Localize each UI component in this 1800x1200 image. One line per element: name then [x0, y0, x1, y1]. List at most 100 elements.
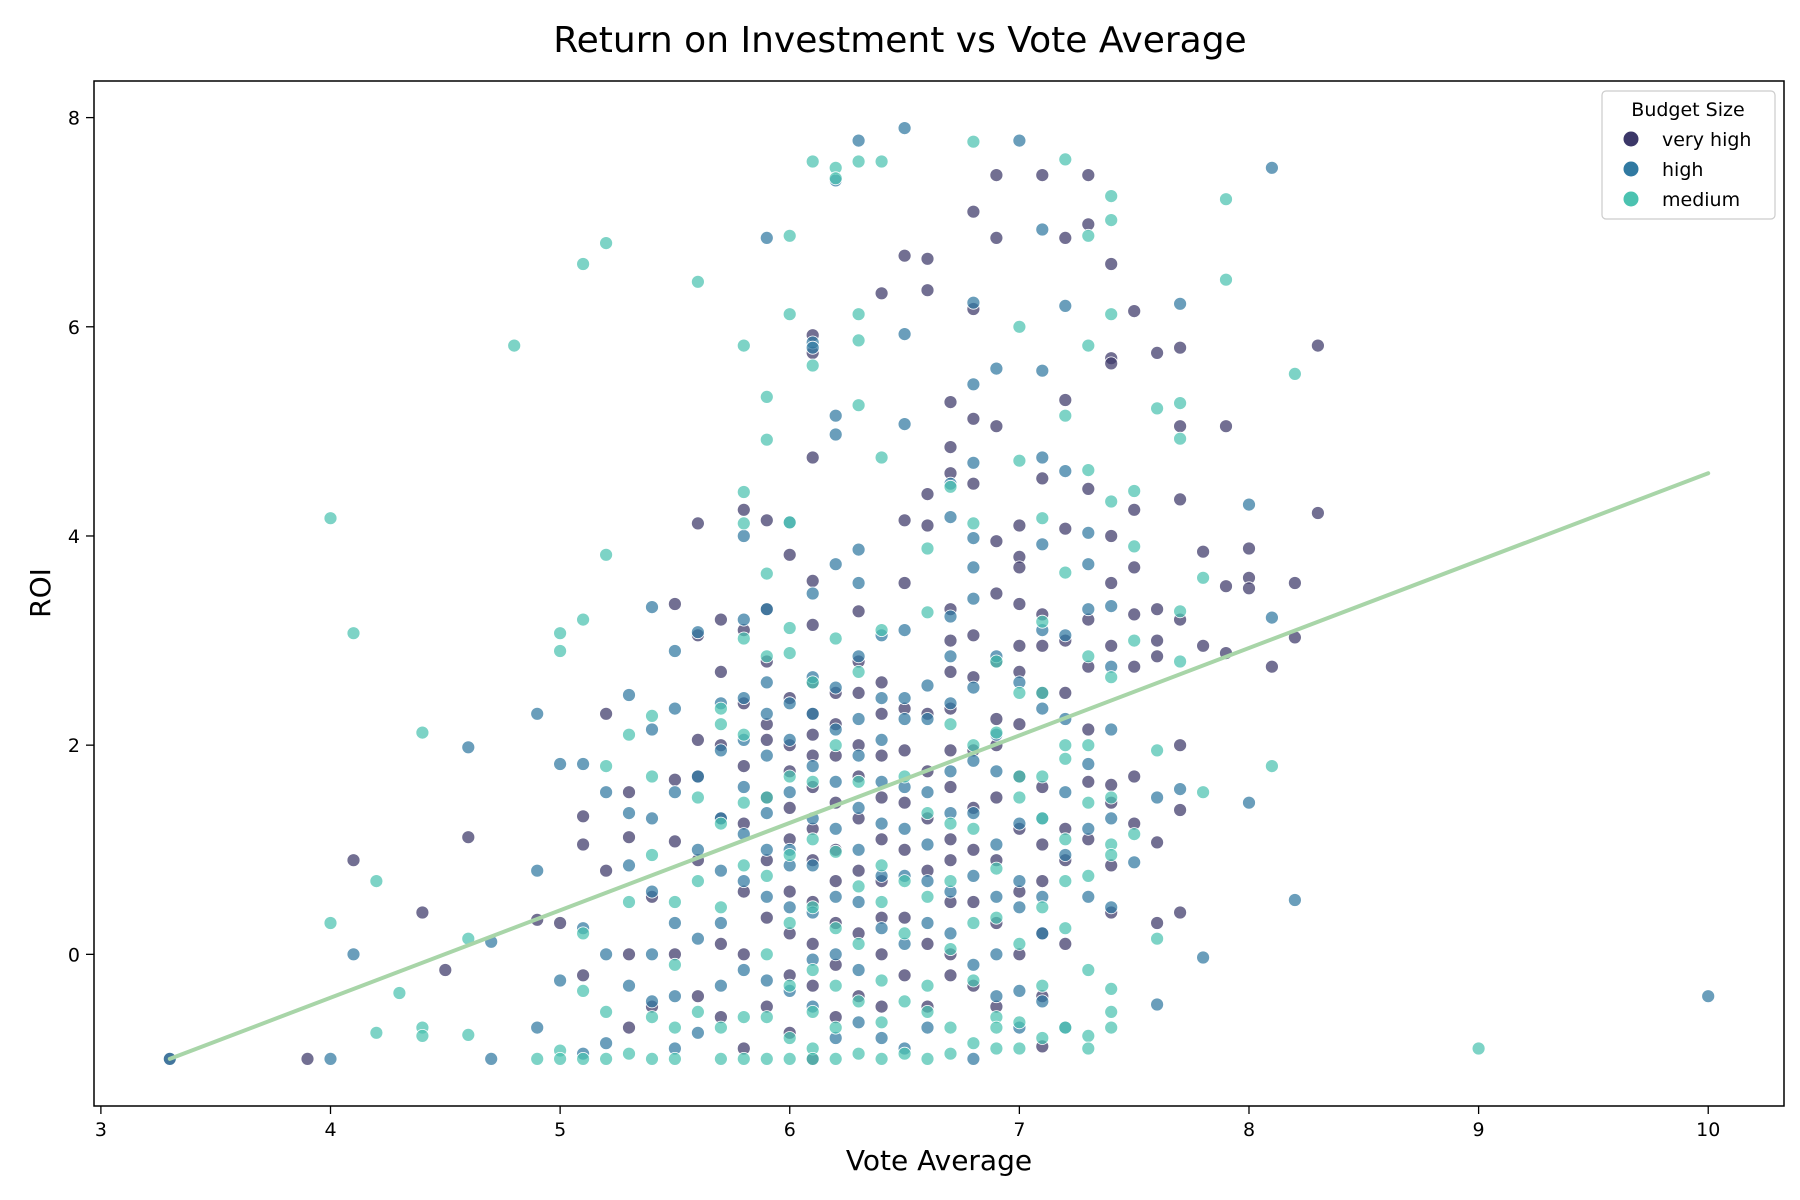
data-point-high [851, 649, 866, 664]
data-point-high [966, 591, 981, 606]
data-point-very-high [759, 910, 774, 925]
data-point-high [1242, 795, 1256, 810]
data-point-very-high [805, 574, 820, 588]
data-point-medium [828, 171, 843, 186]
data-point-high [1150, 997, 1164, 1012]
data-point-high [668, 916, 682, 930]
y-axis-label: ROI [24, 568, 57, 618]
data-point-very-high [782, 884, 797, 899]
data-point-high [645, 994, 659, 1009]
data-point-high [966, 531, 981, 545]
data-point-very-high [851, 604, 866, 619]
data-point-medium [576, 926, 590, 941]
data-point-very-high [438, 963, 453, 977]
legend: Budget Size very high high medium [1601, 90, 1776, 220]
data-point-high [828, 774, 843, 789]
data-point-very-high [622, 785, 636, 800]
data-point-very-high [300, 1052, 315, 1066]
data-point-high [851, 748, 866, 763]
data-point-high [576, 757, 590, 771]
data-point-high [622, 978, 636, 993]
data-point-very-high [1311, 338, 1325, 353]
data-point-medium [1219, 272, 1233, 287]
data-point-medium [1173, 396, 1187, 411]
data-point-very-high [1127, 560, 1142, 575]
data-point-medium [1081, 338, 1096, 353]
data-point-medium [1265, 759, 1279, 773]
data-point-very-high [989, 230, 1004, 245]
data-point-very-high [897, 743, 912, 758]
x-tick-label: 6 [784, 1119, 796, 1141]
data-point-medium [736, 631, 751, 646]
data-point-medium [461, 1028, 476, 1042]
data-point-medium [966, 821, 981, 836]
data-point-high [1173, 296, 1187, 311]
data-point-very-high [1058, 937, 1073, 951]
data-point-medium [966, 1036, 981, 1051]
data-point-very-high [1219, 579, 1233, 594]
x-axis-label: Vote Average [846, 1144, 1032, 1177]
data-point-medium [759, 389, 774, 404]
data-point-medium [782, 515, 797, 530]
data-point-high [1058, 464, 1073, 479]
data-point-very-high [943, 633, 958, 648]
data-point-high [874, 733, 889, 747]
data-point-high [805, 759, 820, 773]
data-point-high [943, 510, 958, 524]
data-point-very-high [1311, 506, 1325, 520]
data-point-high [599, 1036, 613, 1051]
data-point-medium [691, 274, 705, 289]
data-point-medium [989, 654, 1004, 669]
data-point-high [966, 680, 981, 695]
data-point-very-high [622, 947, 636, 962]
data-point-very-high [1104, 356, 1119, 371]
data-point-high [782, 696, 797, 711]
data-point-high [645, 947, 659, 962]
data-point-medium [622, 727, 636, 742]
legend-title: Budget Size [1631, 99, 1744, 121]
data-point-high [851, 576, 866, 590]
data-point-high [622, 806, 636, 820]
data-point-medium [645, 769, 659, 784]
data-point-medium [1104, 1020, 1119, 1035]
data-point-high [828, 557, 843, 572]
data-point-high [920, 678, 935, 693]
data-point-medium [828, 631, 843, 646]
data-point-medium [1127, 539, 1142, 554]
data-point-medium [736, 338, 751, 353]
data-point-medium [1288, 366, 1302, 381]
data-point-high [1081, 602, 1096, 617]
data-point-medium [943, 1020, 958, 1035]
data-point-very-high [897, 910, 912, 925]
data-point-medium [805, 1052, 820, 1066]
data-point-medium [1081, 869, 1096, 883]
data-point-high [943, 696, 958, 711]
data-point-very-high [1150, 633, 1164, 648]
data-point-very-high [897, 968, 912, 983]
data-point-high [920, 874, 935, 888]
data-point-medium [1035, 811, 1050, 826]
data-point-medium [645, 1010, 659, 1024]
data-point-medium [1219, 192, 1233, 207]
data-point-very-high [1127, 659, 1142, 674]
data-point-medium [369, 1025, 384, 1040]
data-point-high [530, 863, 545, 878]
data-point-high [1035, 994, 1050, 1009]
data-point-medium [966, 916, 981, 930]
data-point-very-high [1150, 345, 1164, 360]
data-point-medium [714, 717, 728, 732]
data-point-medium [805, 675, 820, 690]
data-point-medium [1058, 738, 1073, 753]
data-point-very-high [1288, 576, 1302, 590]
y-tick-label: 0 [68, 944, 80, 966]
data-point-high [897, 327, 912, 342]
data-point-high [966, 560, 981, 575]
data-point-very-high [1150, 916, 1164, 930]
data-point-high [805, 706, 820, 721]
data-point-high [1012, 900, 1027, 915]
data-point-high [1150, 790, 1164, 805]
data-point-medium [736, 727, 751, 742]
data-point-medium [759, 1052, 774, 1066]
legend-marker-medium [1623, 191, 1639, 207]
data-point-medium [714, 900, 728, 915]
